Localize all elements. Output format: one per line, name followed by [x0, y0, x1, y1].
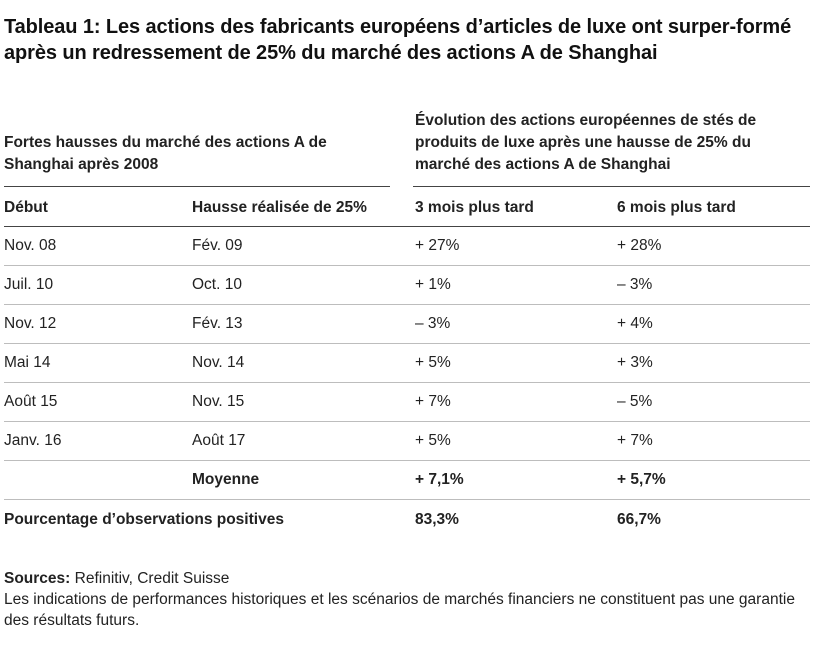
- table-cell-6-mois: + 28%: [617, 237, 662, 254]
- table-cell-debut: Janv. 16: [4, 432, 62, 449]
- column-header-rule: [4, 226, 810, 227]
- positive-3-mois: 83,3%: [415, 511, 459, 528]
- row-divider: [4, 460, 810, 461]
- table-cell-3-mois: + 27%: [415, 237, 460, 254]
- table-cell-6-mois: – 3%: [617, 276, 653, 293]
- column-header-6-mois: 6 mois plus tard: [617, 199, 736, 216]
- positive-label: Pourcentage d’observations positives: [4, 511, 284, 528]
- right-group-header: Évolution des actions européennes de sté…: [415, 112, 757, 173]
- table-cell-6-mois: + 4%: [617, 315, 653, 332]
- positive-6-mois: 66,7%: [617, 511, 661, 528]
- table-cell-6-mois: – 5%: [617, 393, 653, 410]
- table-cell-3-mois: + 5%: [415, 432, 451, 449]
- table-cell-hausse: Nov. 14: [192, 354, 245, 371]
- row-divider: [4, 421, 810, 422]
- column-header-3-mois: 3 mois plus tard: [415, 199, 534, 216]
- table-cell-debut: Nov. 12: [4, 315, 57, 332]
- row-divider: [4, 499, 810, 500]
- table-cell-debut: Juil. 10: [4, 276, 54, 293]
- table-cell-hausse: Fév. 13: [192, 315, 243, 332]
- table-cell-hausse: Août 17: [192, 432, 246, 449]
- column-header-debut: Début: [4, 199, 48, 216]
- table-cell-debut: Nov. 08: [4, 237, 57, 254]
- table-cell-debut: Août 15: [4, 393, 58, 410]
- left-header-rule: [4, 186, 390, 187]
- average-3-mois: + 7,1%: [415, 471, 464, 488]
- average-6-mois: + 5,7%: [617, 471, 666, 488]
- table-cell-hausse: Fév. 09: [192, 237, 243, 254]
- average-label: Moyenne: [192, 471, 260, 488]
- right-header-rule: [413, 186, 810, 187]
- table-cell-3-mois: + 7%: [415, 393, 451, 410]
- table-cell-3-mois: + 5%: [415, 354, 451, 371]
- row-divider: [4, 343, 810, 344]
- column-header-hausse: Hausse réalisée de 25%: [192, 199, 367, 216]
- disclaimer: Les indications de performances historiq…: [4, 591, 795, 629]
- table-cell-3-mois: – 3%: [415, 315, 451, 332]
- row-divider: [4, 304, 810, 305]
- table-cell-6-mois: + 7%: [617, 432, 653, 449]
- sources-label: Sources:: [4, 570, 71, 587]
- table-title: Tableau 1: Les actions des fabricants eu…: [4, 16, 792, 64]
- table-cell-hausse: Oct. 10: [192, 276, 242, 293]
- table-cell-6-mois: + 3%: [617, 354, 653, 371]
- table-cell-hausse: Nov. 15: [192, 393, 245, 410]
- row-divider: [4, 382, 810, 383]
- sources-text: Refinitiv, Credit Suisse: [70, 570, 230, 587]
- sources-note: Sources: Refinitiv, Credit Suisse Les in…: [4, 568, 809, 631]
- table-cell-3-mois: + 1%: [415, 276, 451, 293]
- left-group-header: Fortes hausses du marché des actions A d…: [4, 134, 327, 173]
- table-cell-debut: Mai 14: [4, 354, 51, 371]
- row-divider: [4, 265, 810, 266]
